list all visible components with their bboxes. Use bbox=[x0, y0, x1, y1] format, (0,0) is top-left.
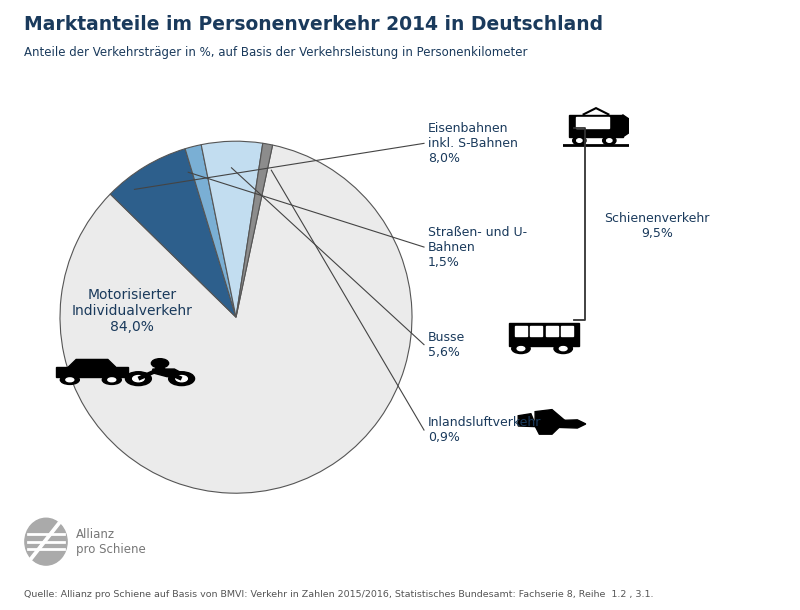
Text: Busse
5,6%: Busse 5,6% bbox=[428, 331, 466, 359]
Polygon shape bbox=[518, 414, 535, 424]
Circle shape bbox=[559, 346, 567, 351]
Polygon shape bbox=[561, 326, 573, 336]
Text: Quelle: Allianz pro Schiene auf Basis von BMVI: Verkehr in Zahlen 2015/2016, Sta: Quelle: Allianz pro Schiene auf Basis vo… bbox=[24, 590, 654, 599]
Polygon shape bbox=[570, 115, 622, 137]
Polygon shape bbox=[530, 326, 542, 336]
Wedge shape bbox=[202, 141, 263, 317]
Circle shape bbox=[176, 376, 187, 382]
Circle shape bbox=[573, 136, 586, 145]
Wedge shape bbox=[60, 145, 412, 493]
Text: Eisenbahnen
inkl. S-Bahnen
8,0%: Eisenbahnen inkl. S-Bahnen 8,0% bbox=[428, 122, 518, 165]
Polygon shape bbox=[622, 115, 636, 137]
Circle shape bbox=[102, 375, 122, 384]
Circle shape bbox=[60, 375, 79, 384]
Wedge shape bbox=[185, 145, 236, 317]
Circle shape bbox=[126, 371, 151, 386]
Text: Anteile der Verkehrsträger in %, auf Basis der Verkehrsleistung in Personenkilom: Anteile der Verkehrsträger in %, auf Bas… bbox=[24, 46, 527, 59]
Text: Straßen- und U-
Bahnen
1,5%: Straßen- und U- Bahnen 1,5% bbox=[428, 226, 527, 268]
Circle shape bbox=[602, 136, 616, 145]
Text: Inlandsluftverkehr
0,9%: Inlandsluftverkehr 0,9% bbox=[428, 416, 542, 444]
Circle shape bbox=[606, 138, 612, 142]
Polygon shape bbox=[68, 359, 116, 367]
Polygon shape bbox=[515, 326, 527, 336]
Text: Motorisierter
Individualverkehr
84,0%: Motorisierter Individualverkehr 84,0% bbox=[71, 288, 193, 334]
Text: Marktanteile im Personenverkehr 2014 in Deutschland: Marktanteile im Personenverkehr 2014 in … bbox=[24, 15, 603, 34]
Polygon shape bbox=[576, 117, 610, 128]
Circle shape bbox=[517, 346, 525, 351]
Polygon shape bbox=[510, 323, 578, 346]
Circle shape bbox=[108, 378, 116, 382]
Text: Allianz
pro Schiene: Allianz pro Schiene bbox=[76, 528, 146, 556]
Circle shape bbox=[169, 371, 194, 386]
Polygon shape bbox=[56, 367, 128, 377]
Circle shape bbox=[554, 343, 573, 354]
Polygon shape bbox=[27, 522, 62, 561]
Polygon shape bbox=[153, 367, 167, 373]
Circle shape bbox=[66, 378, 74, 382]
Circle shape bbox=[133, 376, 144, 382]
Polygon shape bbox=[518, 420, 586, 428]
Wedge shape bbox=[236, 143, 273, 317]
Circle shape bbox=[25, 518, 67, 565]
Wedge shape bbox=[110, 149, 236, 317]
Polygon shape bbox=[535, 409, 569, 424]
Circle shape bbox=[151, 359, 169, 368]
Polygon shape bbox=[153, 369, 182, 377]
Polygon shape bbox=[535, 426, 561, 434]
Circle shape bbox=[512, 343, 530, 354]
Text: Schienenverkehr
9,5%: Schienenverkehr 9,5% bbox=[604, 212, 710, 240]
Polygon shape bbox=[546, 326, 558, 336]
Circle shape bbox=[577, 138, 582, 142]
